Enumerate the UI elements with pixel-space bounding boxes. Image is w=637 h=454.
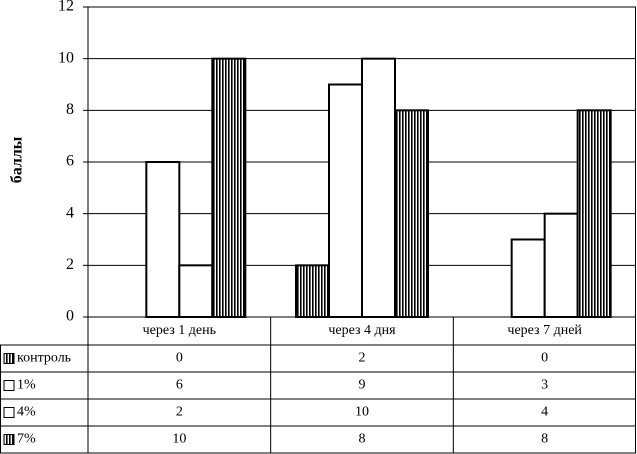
table-value: 4: [541, 405, 548, 420]
legend-key: [3, 407, 15, 418]
table-value: 9: [359, 378, 366, 393]
legend-label: 7%: [17, 432, 36, 447]
y-tick-label: 10: [58, 49, 74, 66]
legend-label: 1%: [17, 378, 36, 393]
bar: [295, 264, 330, 319]
bar: [211, 57, 247, 319]
table-value: 10: [355, 405, 369, 420]
bar: [576, 109, 612, 319]
bar: [178, 264, 214, 319]
category-label: через 4 дня: [328, 323, 396, 338]
table-value: 0: [176, 351, 183, 366]
table-value: 0: [541, 351, 548, 366]
bar: [510, 238, 546, 318]
y-tick-label: 2: [66, 256, 74, 273]
y-tick-label: 12: [58, 0, 74, 15]
bar: [328, 83, 363, 318]
table-value: 2: [359, 351, 366, 366]
legend-key: [3, 434, 15, 445]
bar: [394, 109, 429, 319]
y-tick-label: 8: [66, 101, 74, 118]
bar: [145, 161, 181, 318]
legend-label: контроль: [17, 351, 71, 366]
table-value: 8: [541, 432, 548, 447]
table-value: 2: [176, 405, 183, 420]
table-value: 10: [172, 432, 186, 447]
category-label: через 7 дней: [507, 323, 582, 338]
table-value: 8: [359, 432, 366, 447]
table-value: 6: [176, 378, 183, 393]
bar: [361, 57, 396, 319]
legend-key: [3, 353, 15, 364]
legend-key: [3, 380, 15, 391]
category-label: через 1 день: [143, 323, 216, 338]
y-axis-label: баллы: [9, 136, 26, 183]
y-tick-label: 4: [66, 204, 74, 221]
y-tick-label: 6: [66, 153, 74, 170]
legend-label: 4%: [17, 405, 36, 420]
bar: [543, 212, 579, 319]
y-tick-label: 0: [66, 308, 74, 325]
table-value: 3: [541, 378, 548, 393]
